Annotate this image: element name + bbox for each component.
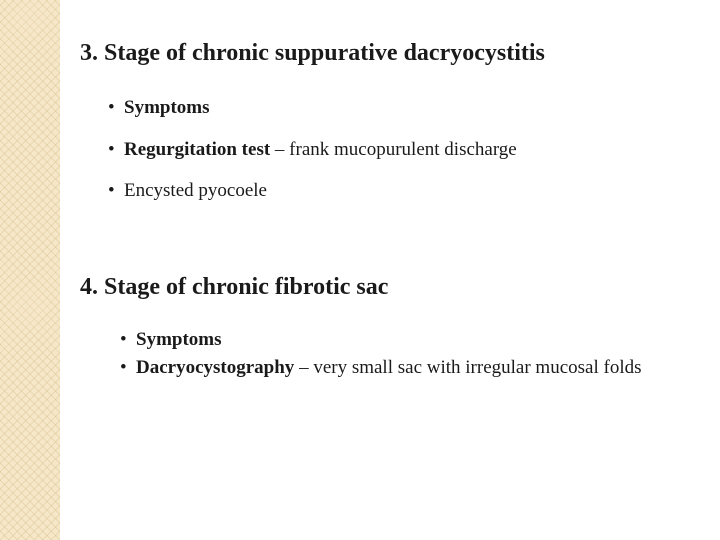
decorative-sidebar [0,0,60,540]
section-2-list: Symptoms Dacryocystography – very small … [80,327,690,380]
list-item: Regurgitation test – frank mucopurulent … [108,137,690,163]
item-rest: – very small sac with irregular mucosal … [294,357,641,378]
item-rest: – frank mucopurulent discharge [270,139,517,160]
item-rest: Encysted pyocoele [124,180,267,201]
item-bold: Dacryocystography [136,357,294,378]
list-item: Encysted pyocoele [108,178,690,204]
section-2-heading: 4. Stage of chronic fibrotic sac [80,274,690,301]
item-bold: Regurgitation test [124,139,270,160]
item-bold: Symptoms [124,97,210,118]
slide-content: 3. Stage of chronic suppurative dacryocy… [60,0,720,540]
item-bold: Symptoms [136,329,222,350]
list-item: Symptoms [120,327,690,353]
section-1-heading: 3. Stage of chronic suppurative dacryocy… [80,40,690,67]
section-1-list: Symptoms Regurgitation test – frank muco… [80,95,690,204]
list-item: Dacryocystography – very small sac with … [120,355,690,381]
list-item: Symptoms [108,95,690,121]
